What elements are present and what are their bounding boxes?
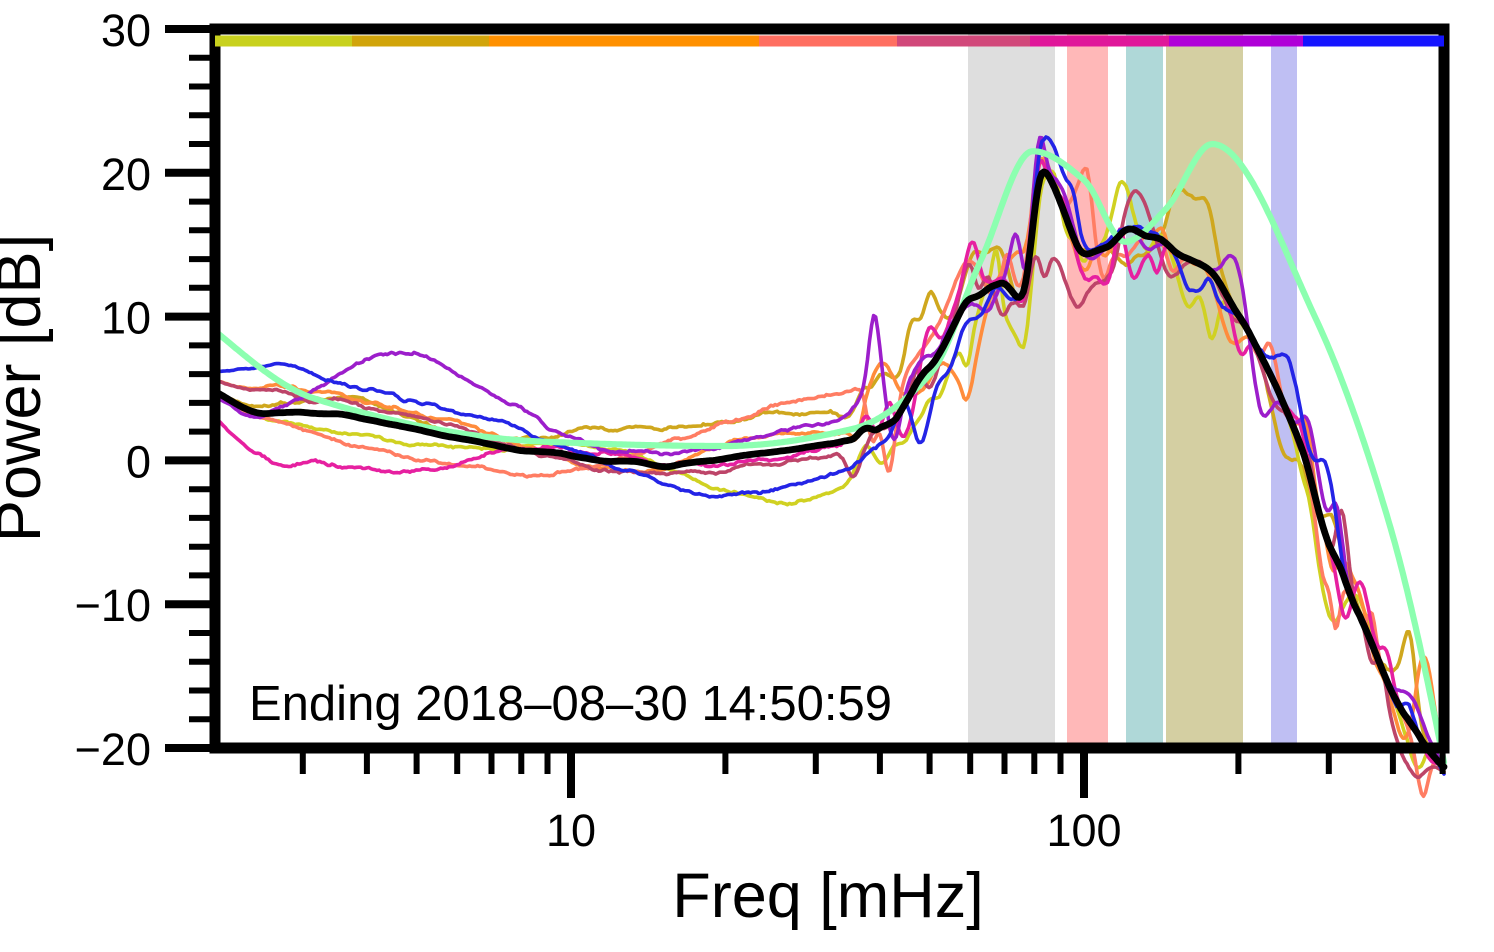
svg-text:30: 30 <box>101 5 151 56</box>
svg-text:10: 10 <box>546 805 596 856</box>
svg-text:Ending 2018–08–30 14:50:59: Ending 2018–08–30 14:50:59 <box>249 677 892 731</box>
svg-text:Freq [mHz]: Freq [mHz] <box>672 861 984 931</box>
svg-text:Power [dB]: Power [dB] <box>0 234 54 542</box>
svg-text:20: 20 <box>101 149 151 200</box>
svg-text:0: 0 <box>126 436 151 487</box>
svg-text:−20: −20 <box>75 724 151 775</box>
svg-text:−10: −10 <box>75 580 151 631</box>
svg-text:100: 100 <box>1046 805 1121 856</box>
svg-text:10: 10 <box>101 293 151 344</box>
